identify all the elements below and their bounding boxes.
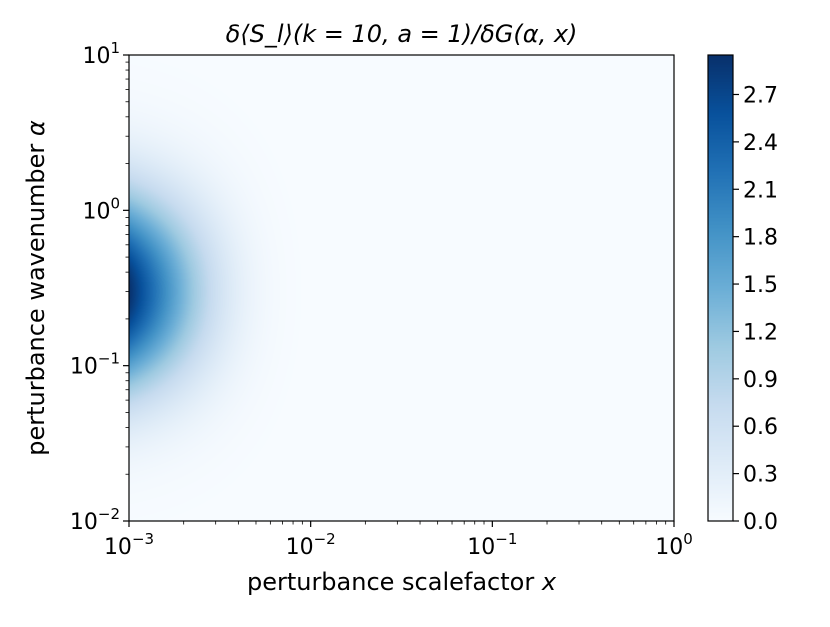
- colorbar-axis: 0.0 0.3 0.6 0.9 1.2 1.5 1.8 2.1 2.4 2.7: [733, 83, 778, 535]
- x-tick-label: 100: [655, 530, 693, 560]
- y-tick-label: 10−2: [70, 505, 120, 535]
- heatmap-image: [129, 55, 674, 521]
- colorbar-tick-label: 1.5: [743, 273, 778, 298]
- y-tick-label: 101: [82, 39, 120, 69]
- y-tick-label: 10−1: [70, 350, 120, 380]
- colorbar-tick-label: 0.9: [743, 368, 778, 393]
- colorbar-tick-label: 1.8: [743, 226, 778, 251]
- colorbar-tick-label: 2.1: [743, 178, 778, 203]
- colorbar-tick-label: 0.6: [743, 415, 778, 440]
- colorbar-tick-label: 1.2: [743, 320, 778, 345]
- y-axis-label: perturbance wavenumber α: [22, 120, 50, 456]
- y-tick-label: 100: [82, 194, 120, 224]
- colorbar-gradient: [708, 55, 733, 521]
- colorbar-tick-label: 0.0: [743, 510, 778, 535]
- y-axis: 10−2 10−1 100 101: [70, 39, 129, 535]
- x-axis-label: perturbance scalefactor x: [247, 568, 557, 596]
- y-minor-ticks: [125, 61, 129, 475]
- x-tick-label: 10−1: [467, 530, 517, 560]
- x-tick-label: 10−2: [286, 530, 336, 560]
- colorbar-tick-label: 2.7: [743, 83, 778, 108]
- chart-title: δ⟨S_l⟩(k = 10, a = 1)/δG(α, x): [226, 20, 578, 48]
- colorbar-tick-label: 2.4: [743, 131, 778, 156]
- x-tick-label: 10−3: [104, 530, 154, 560]
- colorbar-tick-label: 0.3: [743, 463, 778, 488]
- plot-frame: [128, 54, 675, 522]
- x-minor-ticks: [183, 521, 667, 525]
- colorbar-frame: [707, 54, 734, 522]
- x-axis: 10−3 10−2 10−1 100: [104, 521, 693, 560]
